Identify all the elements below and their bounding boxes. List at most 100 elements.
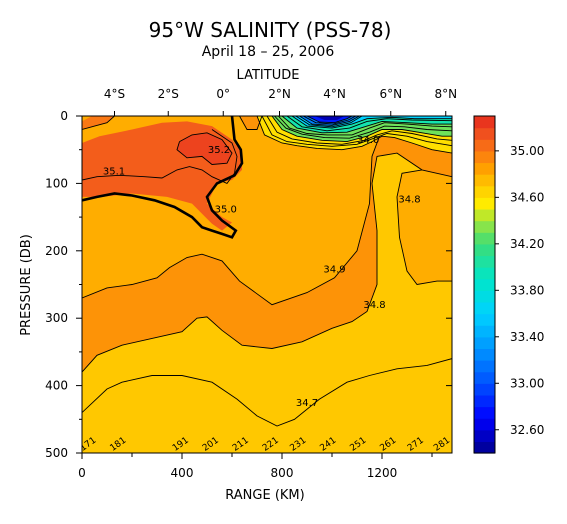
salinity-region bbox=[82, 116, 92, 122]
colorbar-tick-label: 33.40 bbox=[510, 330, 544, 344]
colorbar-swatch bbox=[474, 441, 495, 454]
contour-line bbox=[271, 116, 452, 143]
isohaline-contours bbox=[82, 116, 452, 427]
latitude-axis: 4°S 2°S 0° 2°N 4°N 6°N 8°N bbox=[104, 87, 457, 116]
colorbar-tick-label: 35.00 bbox=[510, 144, 544, 158]
colorbar-swatch bbox=[474, 267, 495, 280]
contour-line bbox=[266, 116, 452, 145]
salinity-fill bbox=[82, 116, 452, 453]
contour-line bbox=[286, 116, 452, 132]
colorbar-swatch bbox=[474, 325, 495, 338]
y-axis-label: PRESSURE (DB) bbox=[19, 234, 34, 336]
colorbar-swatch bbox=[474, 348, 495, 361]
lat-tick-label: 8°N bbox=[434, 87, 457, 101]
contour-label: 34.0 bbox=[357, 135, 379, 146]
contour-line bbox=[277, 116, 452, 136]
contour-line bbox=[396, 169, 452, 285]
x-tick-label: 800 bbox=[271, 466, 294, 480]
lat-tick-label: 2°S bbox=[158, 87, 179, 101]
contour-line bbox=[82, 116, 244, 239]
contour-line bbox=[82, 152, 452, 373]
x-tick-label: 1200 bbox=[367, 466, 398, 480]
chart-title: 95°W SALINITY (PSS-78) bbox=[149, 18, 392, 42]
contour-line bbox=[82, 358, 452, 427]
contour-label: 34.8 bbox=[398, 194, 420, 205]
lat-tick-label: 2°N bbox=[268, 87, 291, 101]
y-tick-label: 300 bbox=[45, 311, 68, 325]
contour-labels: 35.1 35.2 35.0 34.9 34.8 34.8 34.7 34.0 bbox=[103, 135, 421, 409]
colorbar-swatch bbox=[474, 255, 495, 268]
colorbar-swatch bbox=[474, 383, 495, 396]
contour-line bbox=[291, 116, 452, 129]
contour-line bbox=[176, 132, 233, 165]
colorbar-tick-label: 34.60 bbox=[510, 190, 544, 204]
salinity-region bbox=[397, 169, 452, 285]
contour-line bbox=[306, 116, 353, 124]
x-tick-label: 0 bbox=[78, 466, 86, 480]
y-tick-label: 0 bbox=[60, 109, 68, 123]
salinity-region bbox=[177, 132, 232, 165]
colorbar-swatch bbox=[474, 243, 495, 257]
y-tick-label: 500 bbox=[45, 446, 68, 460]
colorbar-swatch bbox=[474, 429, 495, 442]
colorbar-swatch bbox=[474, 232, 495, 245]
chart-subtitle: April 18 – 25, 2006 bbox=[202, 44, 335, 60]
colorbar-swatch bbox=[474, 208, 495, 222]
contour-line bbox=[303, 116, 357, 125]
contour-line bbox=[82, 116, 115, 130]
y-tick-label: 400 bbox=[45, 379, 68, 393]
contour-line bbox=[261, 116, 452, 147]
contour-line bbox=[82, 129, 238, 184]
contour-line bbox=[239, 116, 263, 130]
colorbar-swatch bbox=[474, 150, 495, 164]
colorbar-swatch bbox=[474, 220, 495, 233]
contour-label: 35.2 bbox=[208, 145, 230, 156]
colorbar-swatch bbox=[474, 406, 495, 419]
salinity-region bbox=[82, 116, 115, 130]
contour-line bbox=[295, 116, 363, 128]
top-axis-label: LATITUDE bbox=[237, 68, 300, 83]
y-tick-label: 200 bbox=[45, 244, 68, 258]
colorbar-tick-label: 33.80 bbox=[510, 283, 544, 297]
colorbar-tick-label: 34.20 bbox=[510, 237, 544, 251]
colorbar-swatch bbox=[474, 336, 495, 350]
contour-line bbox=[281, 116, 452, 134]
contour-label: 35.1 bbox=[103, 167, 125, 178]
colorbar-frame bbox=[473, 115, 496, 454]
x-axis-label: RANGE (KM) bbox=[225, 488, 304, 503]
colorbar-swatch bbox=[474, 418, 495, 431]
colorbar-swatch bbox=[474, 313, 495, 326]
colorbar-swatch bbox=[474, 127, 495, 140]
contour-label: 35.0 bbox=[215, 204, 237, 215]
range-axis: 0 400 800 1200 bbox=[78, 453, 433, 480]
contour-line bbox=[299, 116, 360, 126]
colorbar-swatch bbox=[474, 139, 495, 152]
colorbar-swatch bbox=[474, 371, 495, 384]
colorbar-swatch bbox=[474, 394, 495, 408]
pressure-axis: 0 100 200 300 400 500 bbox=[45, 109, 452, 460]
contour-label: 34.9 bbox=[323, 264, 345, 275]
y-tick-label: 100 bbox=[45, 176, 68, 190]
colorbar-swatch bbox=[474, 290, 495, 303]
colorbar-tick-label: 32.60 bbox=[510, 423, 544, 437]
colorbar-tick-label: 33.00 bbox=[510, 376, 544, 390]
colorbar-swatch bbox=[474, 301, 495, 315]
colorbar-swatch bbox=[474, 360, 495, 373]
colorbar-swatch bbox=[474, 174, 495, 187]
contour-line bbox=[274, 116, 452, 139]
contour-line bbox=[256, 116, 452, 154]
station-label: 291 bbox=[451, 436, 471, 454]
lat-tick-label: 0° bbox=[216, 87, 230, 101]
colorbar-swatch bbox=[474, 197, 495, 210]
colorbar-swatch bbox=[474, 278, 495, 291]
contour-line bbox=[82, 136, 380, 306]
lat-tick-label: 4°S bbox=[104, 87, 125, 101]
plot-area: 35.135.235.034.934.834.834.734.0 171 181 1… bbox=[82, 116, 471, 454]
salinity-region bbox=[314, 116, 345, 120]
colorbar: 35.00 34.60 34.20 33.80 33.40 33.00 32.60 bbox=[473, 115, 544, 454]
lat-tick-label: 6°N bbox=[379, 87, 402, 101]
lat-tick-label: 4°N bbox=[323, 87, 346, 101]
colorbar-swatch bbox=[474, 116, 495, 129]
colorbar-swatch bbox=[474, 185, 495, 198]
